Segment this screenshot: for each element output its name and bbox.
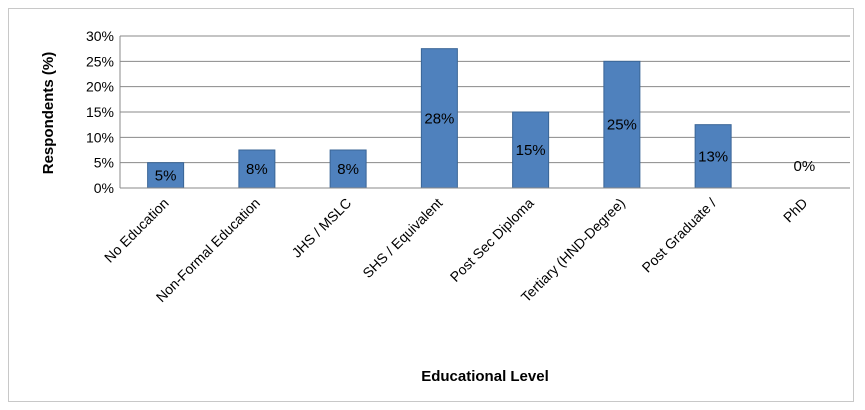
bar <box>238 149 276 189</box>
bars <box>147 48 732 189</box>
y-tick-label: 30% <box>86 28 114 44</box>
y-tick-label: 10% <box>86 129 114 145</box>
bar <box>603 60 641 189</box>
x-tick-label: Non-Formal Education <box>153 195 263 305</box>
data-labels: 5% 8% 8% 28% 15% 25% 13% 0% <box>155 110 815 184</box>
y-tick-labels: 0% 5% 10% 15% 20% 25% 30% <box>86 28 114 196</box>
x-tick-label: Post Sec Diploma <box>447 195 537 285</box>
data-label: 13% <box>698 148 728 165</box>
data-label: 8% <box>337 161 359 178</box>
data-label: 15% <box>516 142 546 159</box>
data-label: 25% <box>607 117 637 134</box>
x-tick-label: JHS / MSLC <box>288 195 354 261</box>
data-label: 5% <box>155 167 177 184</box>
y-tick-label: 25% <box>86 53 114 69</box>
bar <box>420 48 458 189</box>
bar <box>512 111 550 189</box>
x-axis-title: Educational Level <box>421 368 549 385</box>
x-tick-label: No Education <box>101 195 172 266</box>
x-tick-label: Post Graduate / <box>639 195 720 276</box>
x-tick-label: PhD <box>780 195 811 226</box>
data-label: 0% <box>794 158 816 175</box>
data-label: 28% <box>424 110 454 127</box>
y-tick-label: 0% <box>94 180 114 196</box>
bar <box>694 124 732 189</box>
gridlines <box>120 35 850 164</box>
y-axis-title: Respondents (%) <box>40 52 57 175</box>
y-tick-label: 15% <box>86 104 114 120</box>
x-tick-label: Tertiary (HND-Degree) <box>518 195 628 305</box>
x-tick-label: SHS / Equivalent <box>359 195 445 281</box>
y-tick-label: 20% <box>86 79 114 95</box>
y-tick-label: 5% <box>94 155 114 171</box>
data-label: 8% <box>246 161 268 178</box>
bar <box>147 162 185 189</box>
